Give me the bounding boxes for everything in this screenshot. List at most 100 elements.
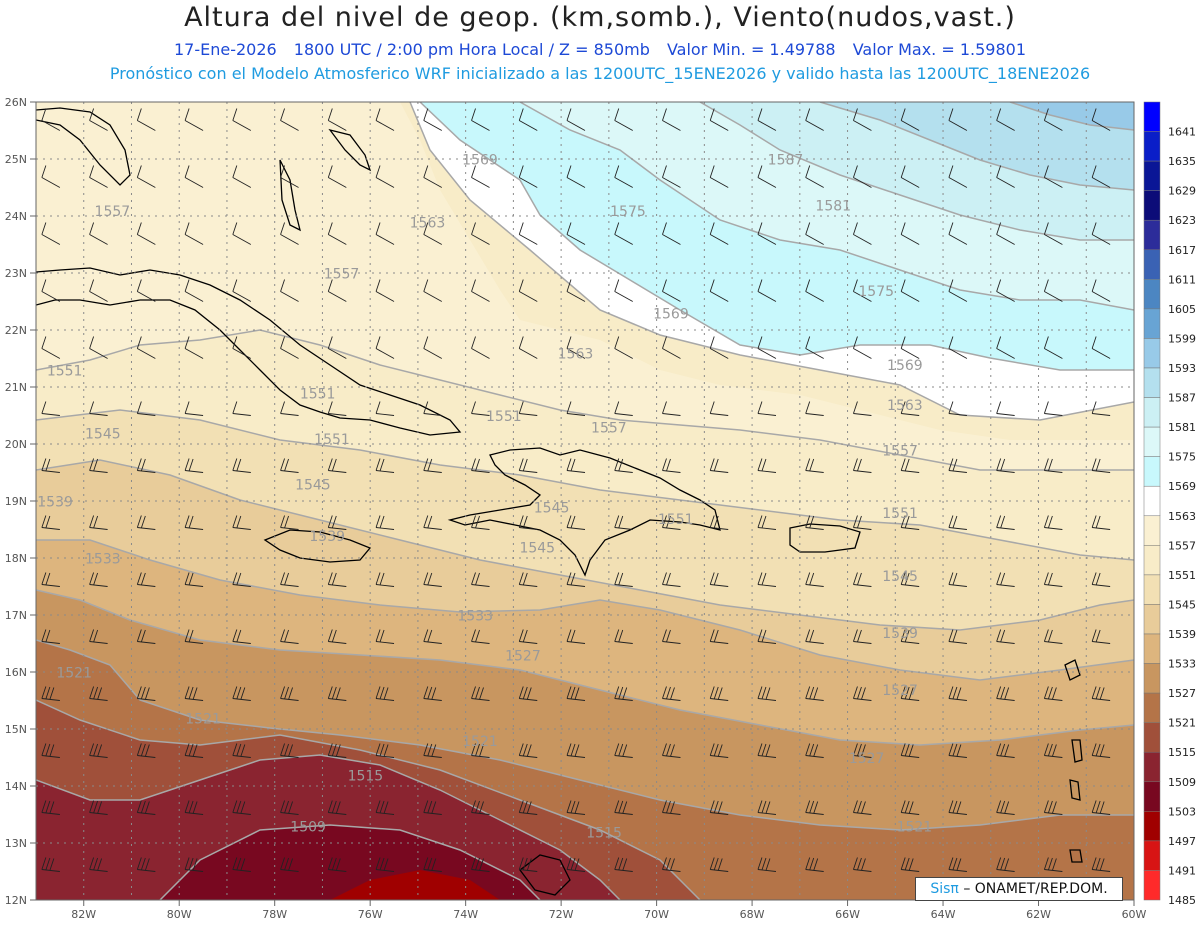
contour-label: 1551	[300, 386, 336, 402]
colorbar: 1641 1635 1629 1623 1617 1611 1605 1599 1593 1587…	[1143, 101, 1196, 907]
jamaica-coast	[263, 529, 372, 563]
wind-barb	[805, 165, 824, 188]
wind-barb	[948, 165, 968, 188]
wind-barb	[232, 222, 252, 245]
wind-barb	[566, 686, 586, 701]
wind-barb	[853, 458, 872, 473]
colorbar-label: 1629	[1168, 185, 1196, 198]
colorbar-swatch	[1143, 692, 1161, 723]
wind-barb	[184, 165, 204, 188]
forecast-date: 17-Ene-2026	[173, 40, 277, 59]
wind-barb	[566, 108, 586, 131]
lon-tick-label: 64W	[931, 908, 956, 921]
wind-barb	[280, 108, 299, 131]
wind-barb	[662, 401, 681, 416]
wind-barb	[471, 458, 490, 473]
hispaniola-coast	[447, 447, 721, 577]
min-value: Valor Min. = 1.49788	[666, 40, 836, 59]
wind-barb	[136, 279, 156, 302]
colorbar-label: 1527	[1168, 687, 1196, 700]
wind-barb	[1091, 401, 1111, 416]
wind-barb	[1043, 401, 1063, 416]
wind-barb	[136, 401, 156, 416]
wind-barb	[1091, 743, 1111, 758]
wind-barb	[518, 515, 538, 530]
lat-tick-label: 14N	[5, 780, 27, 793]
wind-barb	[41, 743, 60, 758]
wind-barb	[518, 401, 538, 416]
wind-barb	[853, 800, 872, 815]
contour-label: 1521	[185, 711, 221, 727]
colorbar-label: 1551	[1168, 569, 1196, 582]
wind-barb	[280, 800, 299, 815]
wind-barb	[900, 686, 920, 701]
wind-barb	[948, 629, 967, 644]
lon-tick-label: 76W	[358, 908, 383, 921]
wind-barb	[327, 336, 347, 359]
colorbar-label: 1617	[1168, 244, 1196, 257]
wind-barb	[566, 458, 586, 473]
wind-barb	[280, 279, 299, 302]
puerto-rico-coast	[789, 523, 861, 553]
colorbar-label: 1623	[1168, 214, 1196, 227]
wind-barb	[1043, 857, 1063, 872]
colorbar-swatch	[1143, 397, 1161, 428]
colorbar-swatch	[1143, 338, 1161, 369]
wind-barb	[614, 458, 633, 473]
wind-barb	[805, 458, 824, 473]
wind-barb	[136, 108, 156, 131]
contour-label: 1551	[486, 409, 522, 425]
lat-tick-label: 21N	[5, 381, 27, 394]
wind-barb	[471, 572, 490, 587]
wind-barb	[41, 458, 60, 473]
wind-barb	[1091, 108, 1111, 131]
wind-barb	[757, 279, 777, 302]
colorbar-swatch	[1143, 219, 1161, 251]
contour-label: 1557	[591, 421, 627, 437]
colorbar-label: 1515	[1168, 746, 1196, 759]
colorbar-label: 1557	[1168, 539, 1196, 552]
wind-barb	[805, 401, 824, 416]
coastlines	[36, 107, 1083, 896]
wind-barb	[853, 743, 872, 758]
wind-barb	[757, 336, 777, 359]
wind-barb	[423, 857, 442, 872]
wind-barb	[423, 800, 442, 815]
contour-label: 1557	[95, 204, 131, 220]
wind-barb	[280, 222, 299, 245]
wind-barb	[662, 743, 681, 758]
wind-barb	[423, 279, 443, 302]
colorbar-label: 1599	[1168, 332, 1196, 345]
island-guadeloupe	[1064, 659, 1081, 681]
colorbar-label: 1533	[1168, 658, 1196, 671]
wind-barb	[184, 336, 204, 359]
contour-label: 1587	[768, 153, 804, 169]
wind-barb	[996, 686, 1015, 701]
wind-barb	[614, 743, 633, 758]
graticule	[36, 102, 1134, 900]
wind-barb	[327, 108, 347, 131]
wind-barb	[948, 401, 967, 416]
colorbar-swatch	[1143, 426, 1161, 457]
wind-barb	[566, 222, 586, 245]
wind-barb	[423, 629, 442, 644]
wind-barb	[232, 629, 251, 644]
lon-tick-label: 72W	[549, 908, 574, 921]
wind-barb	[375, 800, 395, 815]
lat-tick-label: 26N	[5, 96, 27, 109]
wind-barb	[566, 629, 586, 644]
wind-barb	[757, 800, 777, 815]
wind-barb	[184, 222, 204, 245]
lat-tick-label: 20N	[5, 438, 27, 451]
wind-barb	[853, 279, 872, 302]
wind-barb	[614, 515, 633, 530]
wind-barb	[1091, 800, 1111, 815]
wind-barb	[232, 515, 251, 530]
colorbar-swatch	[1143, 840, 1161, 871]
florida-coast	[36, 107, 131, 186]
wind-barb	[853, 222, 872, 245]
wind-barb	[900, 222, 920, 245]
wind-barb	[471, 401, 490, 416]
contour-label: 1569	[462, 153, 498, 169]
colorbar-swatch	[1143, 722, 1161, 753]
